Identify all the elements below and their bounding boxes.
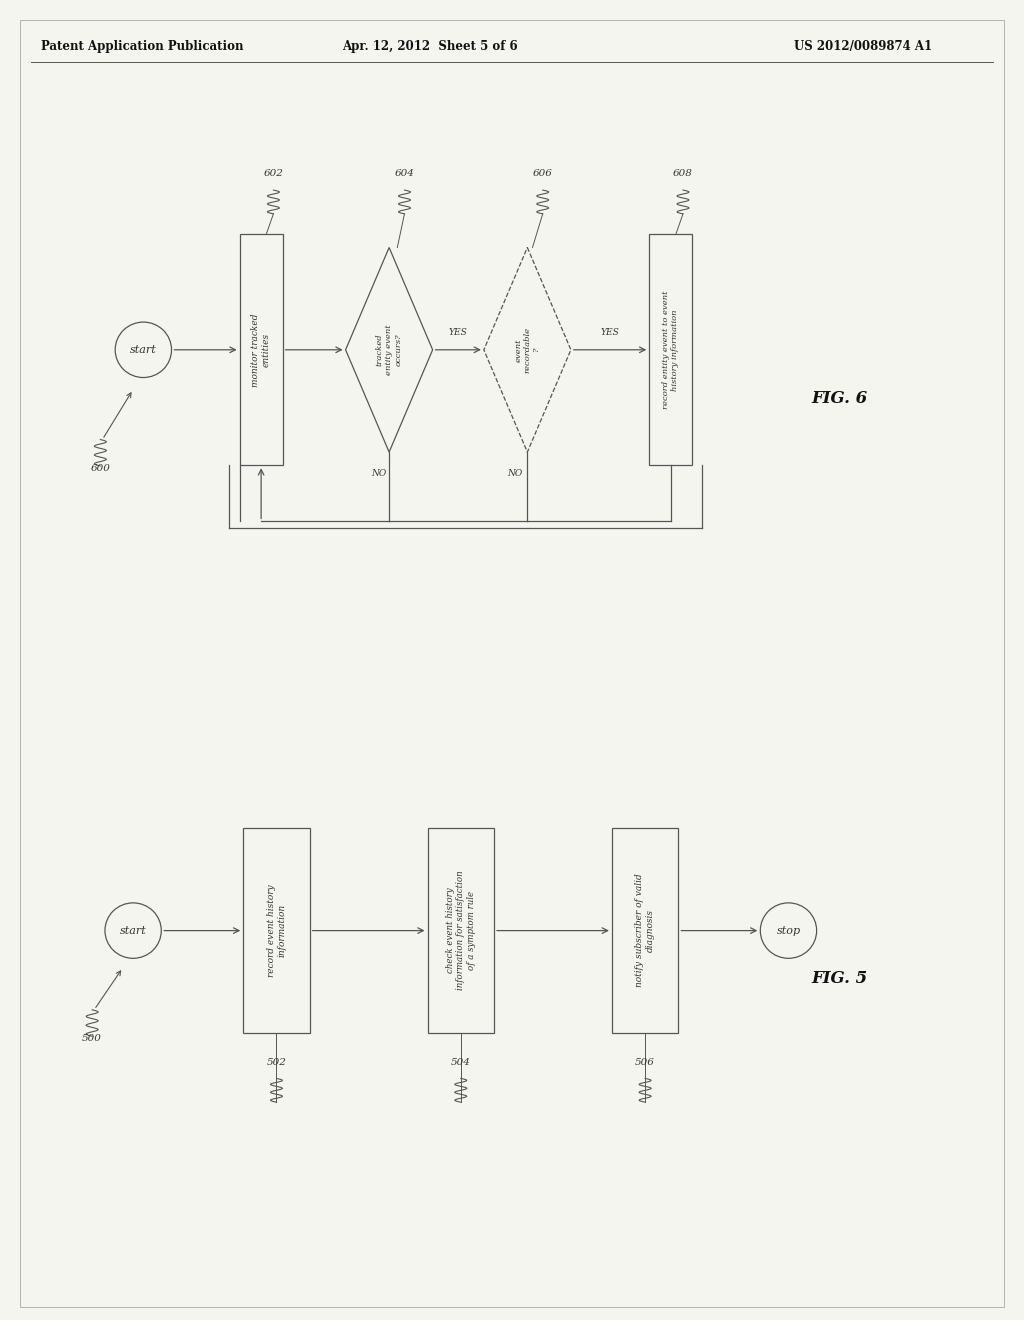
- Text: start: start: [130, 345, 157, 355]
- Text: FIG. 6: FIG. 6: [812, 389, 867, 407]
- Text: tracked
entity event
occurs?: tracked entity event occurs?: [376, 325, 402, 375]
- Bar: [244, 829, 309, 1032]
- Text: YES: YES: [449, 329, 468, 338]
- Text: 604: 604: [394, 169, 415, 178]
- Text: NO: NO: [507, 469, 522, 478]
- Text: record entity event to event
history information: record entity event to event history inf…: [662, 290, 680, 409]
- Text: 600: 600: [90, 465, 111, 474]
- Text: check event history
information for satisfaction
of a symptom rule: check event history information for sati…: [445, 871, 476, 990]
- Text: 502: 502: [266, 1057, 287, 1067]
- Text: 504: 504: [451, 1057, 471, 1067]
- Text: Patent Application Publication: Patent Application Publication: [41, 40, 244, 53]
- Bar: [649, 235, 692, 466]
- Bar: [428, 829, 494, 1032]
- Text: 506: 506: [635, 1057, 655, 1067]
- Text: NO: NO: [371, 469, 386, 478]
- Bar: [240, 235, 283, 466]
- Text: event
recordable
?: event recordable ?: [514, 327, 541, 372]
- Text: YES: YES: [601, 329, 620, 338]
- Bar: [612, 829, 679, 1032]
- Text: notify subscriber of valid
diagnosis: notify subscriber of valid diagnosis: [635, 874, 655, 987]
- Text: stop: stop: [776, 925, 801, 936]
- Text: Apr. 12, 2012  Sheet 5 of 6: Apr. 12, 2012 Sheet 5 of 6: [342, 40, 518, 53]
- Text: record event history
information: record event history information: [266, 884, 287, 977]
- Text: 608: 608: [673, 169, 693, 178]
- Text: monitor tracked
entities: monitor tracked entities: [251, 313, 271, 387]
- Text: FIG. 5: FIG. 5: [812, 970, 867, 987]
- Text: 500: 500: [82, 1035, 102, 1044]
- Text: 606: 606: [532, 169, 553, 178]
- Text: start: start: [120, 925, 146, 936]
- Text: US 2012/0089874 A1: US 2012/0089874 A1: [794, 40, 932, 53]
- Text: 602: 602: [263, 169, 284, 178]
